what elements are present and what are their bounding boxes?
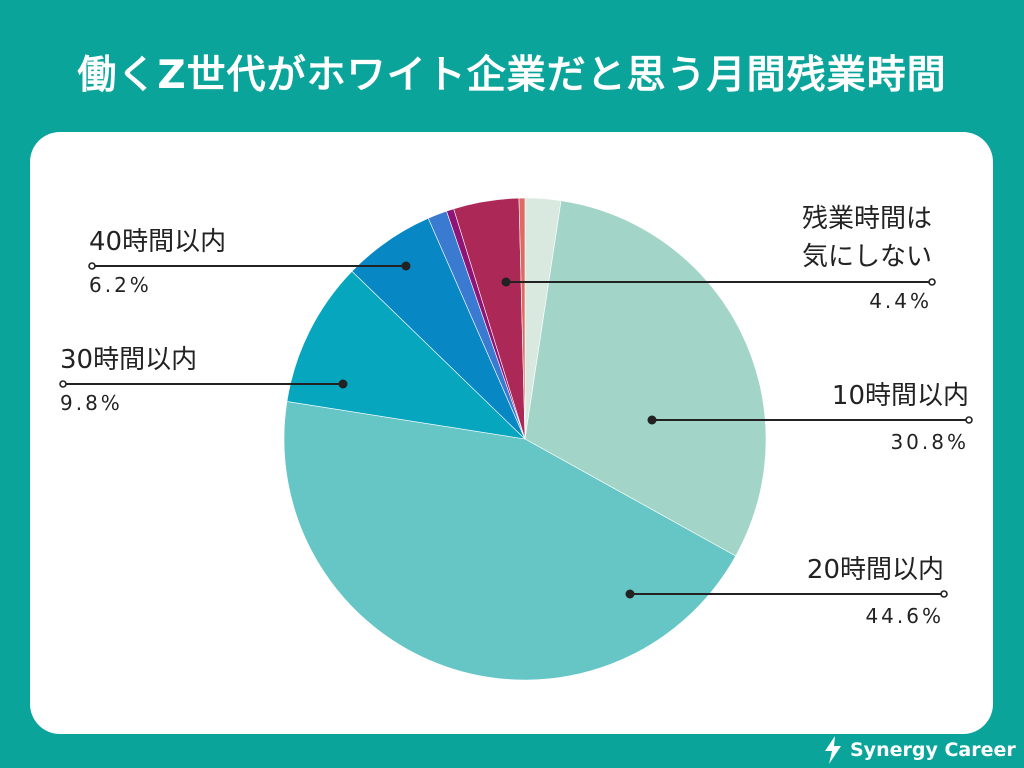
slice-label: 10時間以内 <box>832 381 969 411</box>
lightning-leaf-icon <box>825 736 841 764</box>
pie-chart: 10時間以内 30.8% 20時間以内 44.6% 30時間以内 9.8% 40時間以内 6.… <box>59 197 973 681</box>
slice-3 <box>286 270 526 440</box>
callout-2: 20時間以内 44.6% <box>625 555 948 628</box>
leader-end-dot <box>965 416 973 424</box>
slice-label: 40時間以内 <box>89 227 226 257</box>
brand-logo: Synergy Career <box>822 736 1016 764</box>
leader-dot <box>338 379 348 389</box>
leader-end-dot <box>88 262 96 270</box>
pie-callouts: 10時間以内 30.8% 20時間以内 44.6% 30時間以内 9.8% 40時間以内 6.… <box>59 204 973 628</box>
chart-card: 10時間以内 30.8% 20時間以内 44.6% 30時間以内 9.8% 40時間以内 6.… <box>30 132 993 734</box>
slice-label: 残業時間は <box>802 204 932 234</box>
leader-dot <box>501 277 511 287</box>
leader-dot <box>401 261 411 271</box>
leader-end-dot <box>59 380 67 388</box>
leader-dot <box>647 415 657 425</box>
leader-end-dot <box>928 278 936 286</box>
callout-1: 10時間以内 30.8% <box>647 381 973 454</box>
slice-value-label: 9.8% <box>60 391 123 415</box>
slice-label: 20時間以内 <box>807 555 944 585</box>
slice-label: 30時間以内 <box>60 345 197 375</box>
callout-3: 30時間以内 9.8% <box>59 345 348 415</box>
slice-value-label: 4.4% <box>869 289 932 313</box>
page-title: 働くZ世代がホワイト企業だと思う月間残業時間 <box>77 53 947 98</box>
slice-unlabeled-8 <box>518 197 526 440</box>
slice-2 <box>283 401 737 681</box>
leader-end-dot <box>940 590 948 598</box>
pie-slices <box>283 197 767 681</box>
slice-1 <box>524 200 767 557</box>
slice-value-label: 30.8% <box>890 430 969 454</box>
slice-value-label: 44.6% <box>865 604 944 628</box>
callout-4: 40時間以内 6.2% <box>88 227 411 297</box>
slice-value-label: 6.2% <box>89 273 152 297</box>
brand-name: Synergy Career <box>850 739 1016 761</box>
slice-label: 気にしない <box>802 242 932 272</box>
leader-dot <box>625 589 635 599</box>
